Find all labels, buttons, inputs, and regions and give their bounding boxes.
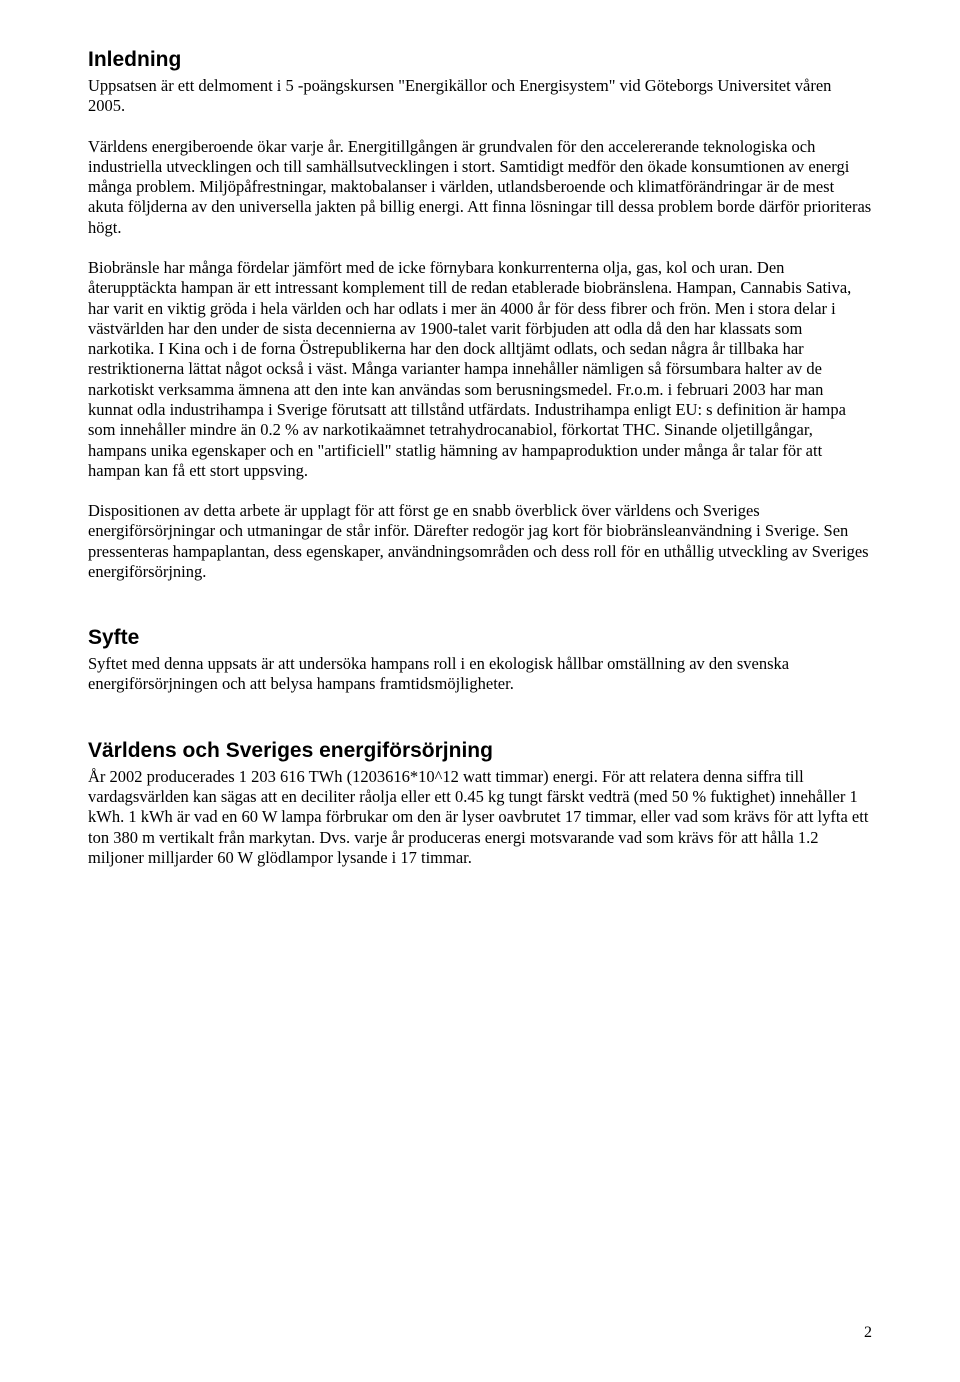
inledning-p1: Uppsatsen är ett delmoment i 5 -poängsku… [88,76,872,117]
inledning-p2: Världens energiberoende ökar varje år. E… [88,137,872,238]
document-content: Inledning Uppsatsen är ett delmoment i 5… [88,48,872,868]
syfte-heading: Syfte [88,626,872,650]
energiforsorjning-heading: Världens och Sveriges energiförsörjning [88,739,872,763]
inledning-heading: Inledning [88,48,872,72]
syfte-p1: Syftet med denna uppsats är att undersök… [88,654,872,695]
page-number: 2 [864,1324,872,1342]
inledning-p3: Biobränsle har många fördelar jämfört me… [88,258,872,481]
energiforsorjning-p1: År 2002 producerades 1 203 616 TWh (1203… [88,767,872,868]
inledning-p4: Dispositionen av detta arbete är upplagt… [88,501,872,582]
